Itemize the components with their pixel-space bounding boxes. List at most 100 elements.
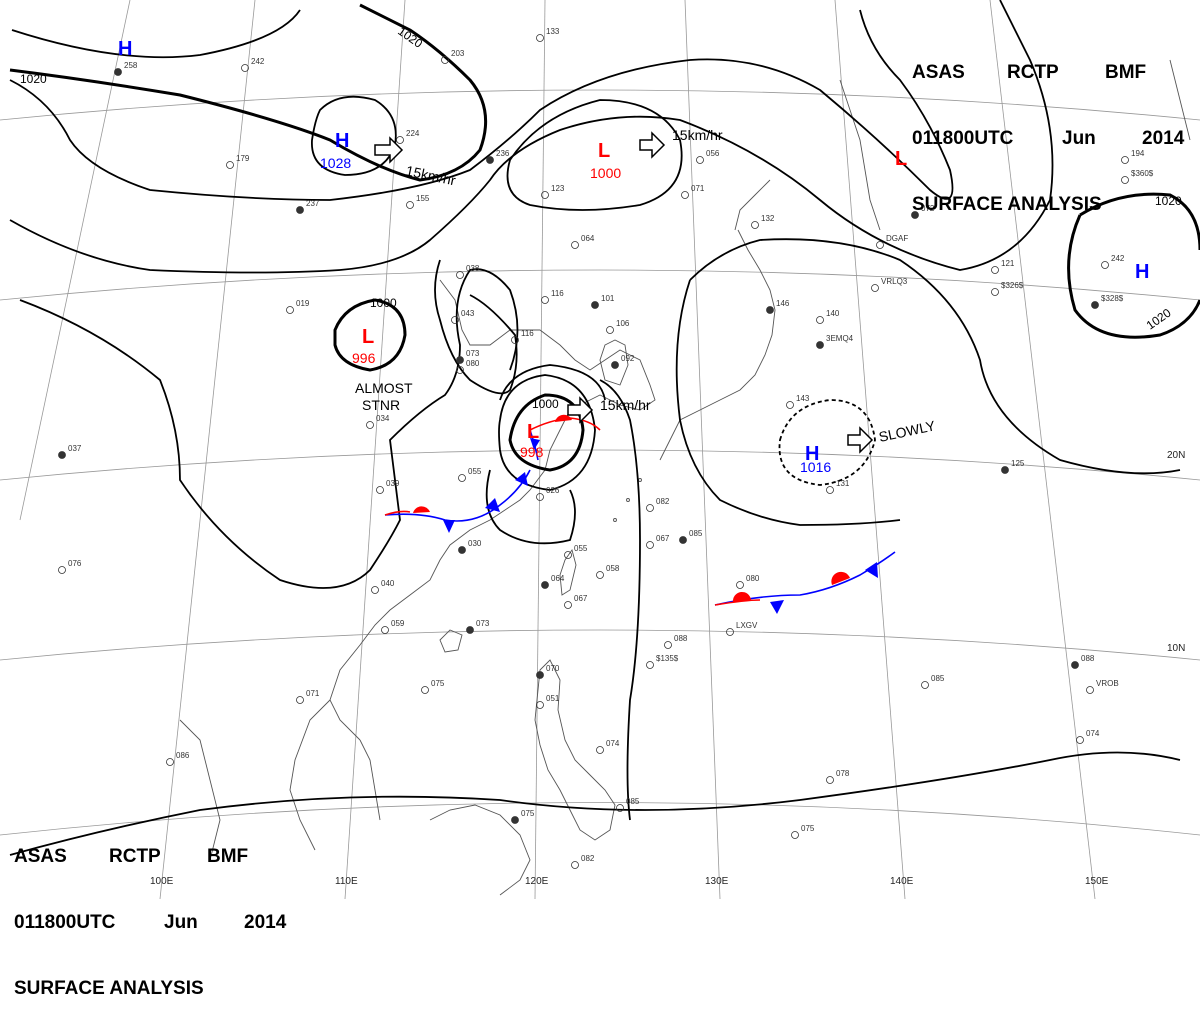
- station-pressure-label: 106: [616, 319, 630, 328]
- low-center-letter: L: [598, 140, 610, 162]
- station-symbol: [871, 284, 879, 292]
- station-pressure-label: 058: [606, 564, 620, 573]
- station-symbol: [396, 136, 404, 144]
- station-symbol: [226, 161, 234, 169]
- title-time: 011800UTC: [14, 912, 116, 933]
- station-symbol: [296, 696, 304, 704]
- station-symbol: [456, 366, 464, 374]
- motion-speed-label: 15km/hr: [672, 127, 723, 143]
- station-pressure-label: 121: [1001, 259, 1015, 268]
- station-pressure-label: 034: [376, 414, 390, 423]
- motion-arrows: [374, 131, 874, 454]
- warm-front-symbol: [413, 506, 430, 513]
- isobar-label: 1020: [20, 72, 47, 86]
- low-center-value: 998: [520, 444, 544, 460]
- station-symbol: [241, 64, 249, 72]
- station-symbol: [536, 671, 544, 679]
- station-pressure-label: 082: [656, 497, 670, 506]
- station-symbol: [541, 296, 549, 304]
- station-symbol: [458, 546, 466, 554]
- station-pressure-label: 194: [1131, 149, 1145, 158]
- station-pressure-label: 043: [461, 309, 475, 318]
- station-pressure-label: 088: [1081, 654, 1095, 663]
- station-symbol: [1121, 156, 1129, 164]
- weather-map: 258 242 224 179 237 155 203 133 236 123 064 116 101 0…: [0, 0, 1200, 899]
- station-pressure-label: 059: [391, 619, 405, 628]
- station-pressure-label: $328$: [1101, 294, 1124, 303]
- station-symbol: [606, 326, 614, 334]
- station-pressure-label: $326$: [1001, 281, 1024, 290]
- station-symbol: [456, 356, 464, 364]
- isobar-label: 1020: [1144, 305, 1174, 332]
- lon-label: 130E: [705, 876, 729, 887]
- lon-label: 110E: [335, 876, 358, 887]
- station-symbol: [646, 541, 654, 549]
- station-symbol: [1001, 466, 1009, 474]
- station-pressure-label: 131: [836, 479, 850, 488]
- station-symbol: [58, 566, 66, 574]
- station-symbol: [376, 486, 384, 494]
- station-pressure-label: 3EMQ4: [826, 334, 854, 343]
- station-pressure-label: 080: [746, 574, 760, 583]
- station-pressure-label: 037: [68, 444, 82, 453]
- station-symbol: [646, 504, 654, 512]
- title-subtitle: SURFACE ANALYSIS: [912, 194, 1102, 215]
- title-block-top: ASAS RCTP BMF 011800UTC Jun 2014 SURFACE ANA…: [912, 18, 1184, 238]
- station-pressure-label: 080: [466, 359, 480, 368]
- station-symbol: [1071, 661, 1079, 669]
- high-center-letter: H: [805, 443, 819, 465]
- station-symbol: [456, 271, 464, 279]
- station-pressure-label: 236: [496, 149, 510, 158]
- station-pressure-label: 179: [236, 154, 250, 163]
- station-pressure-label: 088: [674, 634, 688, 643]
- station-pressure-label: 038: [466, 264, 480, 273]
- station-symbol: [681, 191, 689, 199]
- station-pressure-label: 101: [601, 294, 615, 303]
- station-symbol: [726, 628, 734, 636]
- station-pressure-label: 055: [468, 467, 482, 476]
- station-symbol: [571, 861, 579, 869]
- station-symbol: [511, 816, 519, 824]
- station-pressure-label: 076: [68, 559, 82, 568]
- title-source: BMF: [207, 846, 249, 867]
- station-symbol: [826, 776, 834, 784]
- station-symbol: [564, 601, 572, 609]
- station-symbol: [591, 301, 599, 309]
- station-symbol: [696, 156, 704, 164]
- station-symbol: [876, 241, 884, 249]
- isobar-labels: 1020 1020 1000 1000 1020 1020: [20, 24, 1182, 411]
- station-symbol: [536, 701, 544, 709]
- station-pressure-label: 082: [581, 854, 595, 863]
- isobars: [9, 0, 1200, 856]
- station-symbol: [421, 686, 429, 694]
- low-center-letter: L: [362, 326, 374, 348]
- station-symbol: [1076, 736, 1084, 744]
- station-pressure-label: 092: [621, 354, 635, 363]
- high-center-value: 1016: [800, 459, 831, 475]
- station-pressure-label: 071: [691, 184, 705, 193]
- station-symbol: [458, 474, 466, 482]
- station-pressure-label: 143: [796, 394, 810, 403]
- cold-front-symbol: [443, 520, 455, 533]
- station-pressure-label: 030: [468, 539, 482, 548]
- station-symbol: [486, 156, 494, 164]
- station-symbol: [58, 451, 66, 459]
- station-pressure-label: 203: [451, 49, 465, 58]
- cold-front-symbol: [770, 600, 784, 614]
- station-symbol: [511, 336, 519, 344]
- station-pressure-label: 040: [381, 579, 395, 588]
- title-product: ASAS: [14, 846, 67, 867]
- station-pressure-label: 075: [521, 809, 535, 818]
- almost-stationary-label: STNR: [362, 397, 400, 413]
- station-symbol: [406, 201, 414, 209]
- lon-label: 140E: [890, 876, 914, 887]
- station-pressure-label: 075: [431, 679, 445, 688]
- station-pressure-label: 074: [606, 739, 620, 748]
- station-pressure-label: 078: [836, 769, 850, 778]
- cold-front-symbol: [530, 438, 540, 450]
- station-symbol: [536, 34, 544, 42]
- station-pressure-label: 116: [551, 289, 564, 298]
- station-pressure-label: 086: [176, 751, 190, 760]
- pressure-centers: H H 1028 L 1000 L H L 996 L 998 H 1016: [118, 38, 1149, 475]
- station-symbol: [611, 361, 619, 369]
